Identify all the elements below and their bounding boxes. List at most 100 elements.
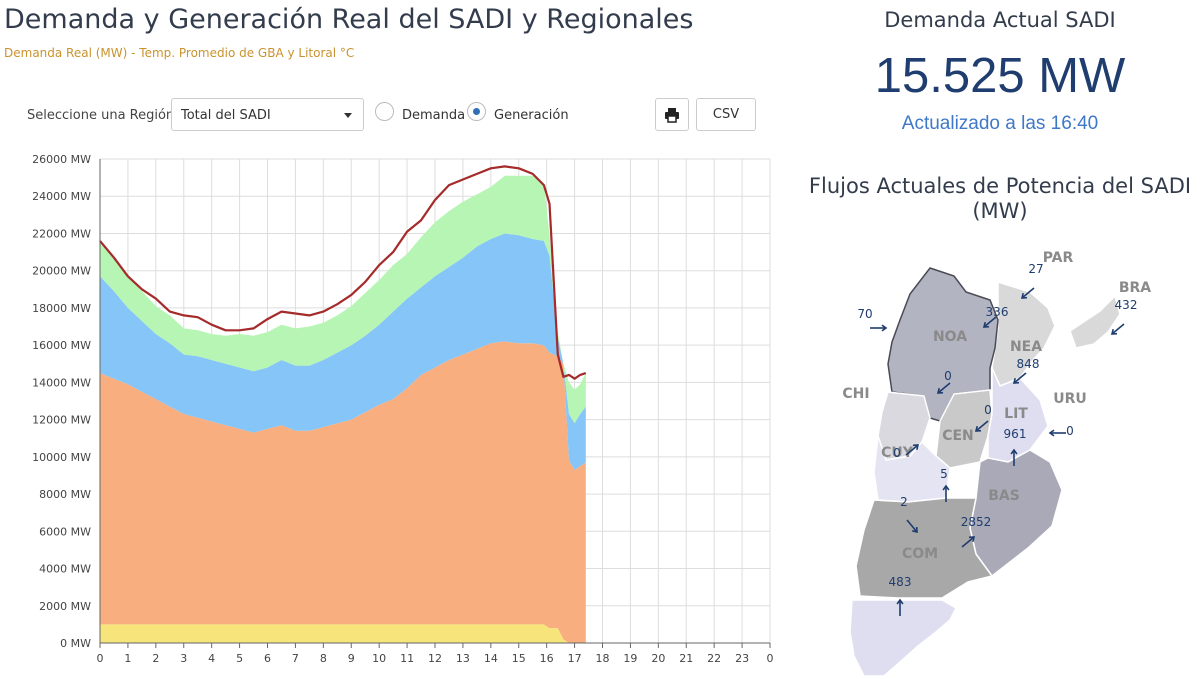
region-shape-cuy [873, 435, 951, 503]
y-tick-label: 18000 MW [32, 302, 91, 315]
print-button[interactable] [655, 98, 689, 131]
flow-arrow-line [937, 382, 951, 394]
generacion-radio[interactable] [467, 102, 486, 121]
flow-arrow-icon [912, 526, 918, 534]
x-tick-label: 0 [767, 652, 774, 665]
page-subtitle: Demanda Real (MW) - Temp. Promedio de GB… [4, 46, 355, 60]
region-label-uru: URU [1053, 391, 1087, 407]
x-tick-label: 22 [707, 652, 721, 665]
region-label-lit: LIT [1004, 406, 1028, 422]
y-tick-label: 6000 MW [39, 525, 91, 538]
page-title: Demanda y Generación Real del SADI y Reg… [4, 4, 694, 35]
x-tick-label: 5 [236, 652, 243, 665]
flow-arrow-icon [1020, 293, 1028, 299]
x-tick-label: 23 [735, 652, 749, 665]
region-label-bas: BAS [988, 488, 1020, 504]
region-label-bra: BRA [1119, 280, 1151, 296]
x-tick-label: 3 [180, 652, 187, 665]
flow-value: 336 [986, 305, 1009, 319]
region-label-nea: NEA [1010, 339, 1042, 355]
updated-time: Actualizado a las 16:40 [901, 113, 1099, 134]
region-label-cuy: CUY [881, 445, 914, 461]
demanda-radio-label[interactable]: Demanda [402, 108, 466, 123]
x-tick-label: 18 [596, 652, 610, 665]
region-label-com: COM [902, 546, 938, 562]
region-select-label: Seleccione una Región [27, 108, 175, 123]
demanda-radio[interactable] [375, 102, 394, 121]
flow-arrow-icon [936, 388, 944, 394]
flow-value: 0 [1066, 424, 1074, 438]
flow-arrow-icon [982, 322, 990, 328]
area-series-1 [100, 624, 586, 643]
current-demand-value: 15.525 MW [874, 49, 1126, 103]
flow-arrow-icon [912, 444, 920, 450]
area-series-2 [100, 341, 586, 643]
y-tick-label: 4000 MW [39, 563, 91, 576]
x-tick-label: 2 [152, 652, 159, 665]
flow-arrow-line [1111, 323, 1125, 335]
x-tick-label: 0 [97, 652, 104, 665]
flow-value: 0 [984, 403, 992, 417]
flow-arrow-icon [1048, 429, 1055, 437]
x-tick-label: 1 [124, 652, 131, 665]
flow-arrow-line [905, 444, 919, 456]
chart-controls: Seleccione una Región Total del SADI Dem… [0, 98, 770, 134]
x-tick-label: 19 [623, 652, 637, 665]
flows-title: Flujos Actuales de Potencia del SADI (MW… [808, 174, 1192, 223]
csv-button[interactable]: CSV [696, 98, 756, 131]
flow-arrow-line [1013, 372, 1027, 384]
flow-arrow-line [961, 536, 975, 548]
x-tick-label: 12 [428, 652, 442, 665]
x-tick-label: 4 [208, 652, 215, 665]
generacion-radio-label[interactable]: Generación [494, 108, 569, 123]
flow-value: 2 [900, 495, 908, 509]
sadi-flow-map: PAR BRA NOA NEA CHI URU LIT CEN CUY BAS COM 27 432 7… [842, 250, 1151, 677]
flow-value: 848 [1017, 357, 1040, 371]
region-label-chi: CHI [842, 386, 869, 402]
flow-value: 432 [1115, 298, 1138, 312]
y-tick-label: 20000 MW [32, 265, 91, 278]
map-regions [849, 267, 1121, 677]
x-tick-label: 17 [568, 652, 582, 665]
x-tick-label: 7 [292, 652, 299, 665]
flow-value: 483 [889, 575, 912, 589]
x-tick-label: 15 [512, 652, 526, 665]
region-label-noa: NOA [933, 329, 967, 345]
region-label-cen: CEN [942, 428, 974, 444]
flow-arrow-line [975, 420, 989, 432]
flow-arrow-icon [881, 324, 888, 332]
flow-arrow-icon [942, 484, 950, 491]
caret-down-icon [344, 113, 352, 118]
y-tick-label: 22000 MW [32, 227, 91, 240]
x-tick-label: 9 [348, 652, 355, 665]
flow-value: 0 [893, 446, 901, 460]
flow-arrow-icon [1012, 378, 1020, 384]
y-tick-label: 16000 MW [32, 339, 91, 352]
area-series-4 [100, 175, 586, 424]
y-tick-label: 12000 MW [32, 414, 91, 427]
x-tick-label: 13 [456, 652, 470, 665]
x-tick-label: 6 [264, 652, 271, 665]
x-tick-label: 10 [372, 652, 386, 665]
printer-icon [665, 108, 679, 123]
y-tick-label: 10000 MW [32, 451, 91, 464]
region-shape-misiones [1069, 294, 1121, 349]
map-labels: PAR BRA NOA NEA CHI URU LIT CEN CUY BAS COM [842, 250, 1151, 562]
flow-arrow-icon [896, 598, 904, 605]
flow-arrow-line [906, 519, 918, 533]
flow-arrow-icon [974, 426, 982, 432]
flow-arrow-line [983, 316, 997, 328]
region-shape-bas [969, 449, 1063, 578]
x-tick-label: 21 [679, 652, 693, 665]
flow-arrow-icon [1110, 329, 1118, 335]
flow-arrow-icon [1010, 448, 1018, 455]
map-flows: 27 432 70 336 848 0 0 0 961 0 5 2 2852 483 [857, 262, 1137, 616]
x-tick-label: 8 [320, 652, 327, 665]
flow-value: 0 [944, 369, 952, 383]
y-tick-label: 0 MW [60, 637, 91, 650]
region-shape-com [855, 497, 994, 599]
region-select[interactable]: Total del SADI [171, 98, 364, 131]
flow-value: 70 [857, 307, 872, 321]
y-tick-label: 26000 MW [32, 153, 91, 166]
flow-arrow-icon [968, 536, 976, 542]
